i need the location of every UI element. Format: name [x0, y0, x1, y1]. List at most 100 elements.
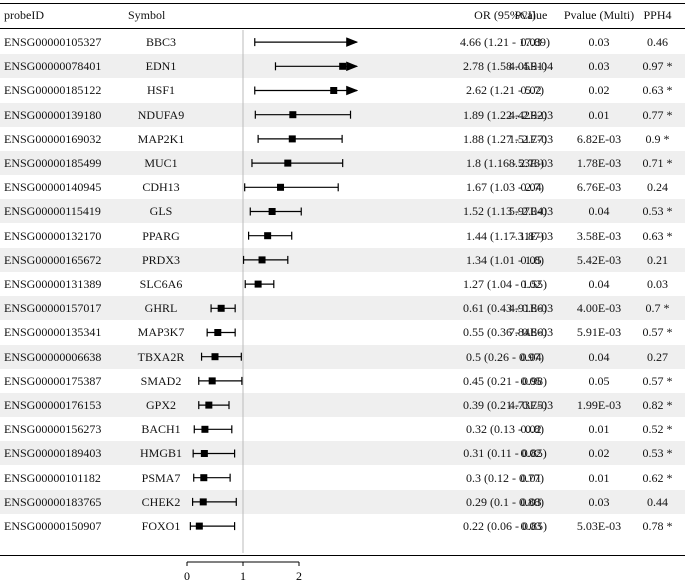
table-row: ENSG00000176153 GPX2 0.39 (0.21 - 0.75) 4.7… [0, 393, 685, 417]
pvalue-cell: 0.05 [520, 373, 542, 388]
symbol-cell: TBXA2R [137, 349, 185, 364]
pvalue-multi-cell: 5.91E-03 [576, 325, 622, 340]
x-tick-label: 1 [240, 569, 246, 583]
probe-id-cell: ENSG00000185122 [4, 83, 102, 98]
pvalue-multi-cell: 0.02 [588, 446, 610, 461]
pvalue-multi-cell: 3.58E-03 [576, 228, 622, 243]
pph4-cell: 0.21 [647, 252, 668, 267]
pph4-cell: 0.9 * [645, 131, 670, 146]
probe-id-cell: ENSG00000176153 [4, 398, 102, 412]
or-ci-cell: 1.8 (1.16 - 2.78) [466, 156, 544, 170]
x-tick-label: 2 [296, 569, 302, 583]
header-rule [0, 28, 685, 29]
or-ci-cell: 2.78 (1.58 - 4.91) [463, 59, 547, 74]
header-pph4: PPH4 [643, 8, 672, 22]
pvalue-multi-cell: 1.99E-03 [576, 398, 622, 412]
or-point [258, 256, 266, 264]
symbol-cell: PSMA7 [141, 470, 181, 485]
or-ci-cell: 0.5 (0.26 - 0.97) [466, 349, 544, 364]
pph4-cell: 0.03 [647, 277, 668, 291]
or-point [339, 62, 347, 70]
or-ci-cell: 2.62 (1.21 - 5.7) [466, 83, 544, 98]
probe-id-cell: ENSG00000078401 [4, 59, 102, 74]
or-ci-cell: 4.66 (1.21 - 17.89) [460, 35, 550, 49]
pph4-cell: 0.57 * [642, 325, 673, 340]
pvalue-cell: 4.91E-03 [508, 301, 554, 316]
or-ci-cell: 1.67 (1.03 - 2.7) [466, 180, 544, 195]
pvalue-multi-cell: 6.76E-03 [576, 180, 622, 195]
or-ci-cell: 1.44 (1.1 - 1.87) [466, 228, 544, 243]
or-ci-cell: 0.39 (0.21 - 0.75) [463, 398, 547, 412]
or-point [284, 159, 292, 167]
or-ci-cell: 1.89 (1.22 - 2.92) [463, 107, 547, 122]
table-row: ENSG00000150907 FOXO1 0.22 (0.06 - 0.85) 0.… [0, 514, 685, 538]
probe-id-cell: ENSG00000189403 [4, 446, 102, 461]
or-point [211, 353, 219, 361]
probe-id-cell: ENSG00000135341 [4, 325, 102, 340]
pvalue-multi-cell: 0.04 [588, 277, 610, 291]
pvalue-cell: 0.03 [520, 494, 542, 509]
table-row: ENSG00000183765 CHEK2 0.29 (0.1 - 0.88) 0.0… [0, 489, 685, 514]
bottom-rule [0, 555, 685, 556]
or-point [208, 377, 216, 385]
or-point [217, 304, 225, 312]
header-or-ci: OR (95%CI) [474, 8, 536, 22]
table-row: ENSG00000101182 PSMA7 0.3 (0.12 - 0.77) 0.0… [0, 466, 685, 490]
or-ci-cell: 1.34 (1.01 - 1.8) [466, 252, 544, 267]
or-point [201, 425, 209, 433]
pvalue-multi-cell: 1.78E-03 [576, 156, 622, 170]
probe-id-cell: ENSG00000101182 [4, 470, 101, 485]
pvalue-cell: 7.84E-03 [508, 325, 554, 340]
or-ci-cell: 0.55 (0.36 - 0.86) [463, 325, 547, 340]
table-row: ENSG00000165672 PRDX3 1.34 (1.01 - 1.8) 0.0… [0, 247, 685, 272]
symbol-cell: HMGB1 [139, 446, 182, 461]
or-point [200, 450, 208, 457]
table-row: ENSG00000189403 HMGB1 0.31 (0.11 - 0.85) 0.… [0, 441, 685, 466]
or-point [268, 208, 276, 215]
table-row: ENSG00000169032 MAP2K1 1.88 (1.27 - 2.77) 1… [0, 127, 685, 151]
or-ci-cell: 0.22 (0.06 - 0.85) [463, 519, 547, 533]
table-row: ENSG00000132170 PPARG 1.44 (1.1 - 1.87) 7.3… [0, 224, 685, 248]
symbol-cell: NDUFA9 [137, 107, 185, 122]
pvalue-cell: 8.53E-03 [508, 156, 554, 170]
pvalue-multi-cell: 5.03E-03 [576, 519, 622, 533]
symbol-cell: FOXO1 [141, 519, 181, 533]
pvalue-cell: 0.03 [520, 35, 542, 49]
symbol-cell: BACH1 [141, 422, 181, 437]
pph4-cell: 0.71 * [642, 156, 673, 170]
probe-id-cell: ENSG00000139180 [4, 107, 102, 122]
pph4-cell: 0.63 * [642, 228, 673, 243]
or-ci-cell: 0.45 (0.21 - 0.98) [463, 373, 547, 388]
table-row: ENSG00000006638 TBXA2R 0.5 (0.26 - 0.97) 0.… [0, 344, 685, 369]
symbol-cell: GHRL [144, 301, 178, 316]
pvalue-cell: 0.04 [520, 180, 542, 195]
table-row: ENSG00000140945 CDH13 1.67 (1.03 - 2.7) 0.0… [0, 175, 685, 199]
probe-id-cell: ENSG00000169032 [4, 131, 102, 146]
or-point [205, 401, 213, 409]
pph4-cell: 0.78 * [642, 519, 673, 533]
symbol-cell: SLC6A6 [139, 277, 183, 291]
pvalue-cell: 0.04 [520, 349, 542, 364]
symbol-cell: SMAD2 [140, 373, 182, 388]
pvalue-cell: 0.02 [520, 446, 542, 461]
pvalue-multi-cell: 0.04 [588, 349, 610, 364]
or-point [199, 498, 207, 506]
pph4-cell: 0.52 * [642, 422, 673, 437]
pvalue-cell: 4.73E-03 [508, 398, 554, 412]
probe-id-cell: ENSG00000150907 [4, 519, 102, 533]
pph4-cell: 0.7 * [645, 301, 670, 316]
table-row: ENSG00000157017 GHRL 0.61 (0.43 - 0.86) 4.9… [0, 296, 685, 321]
pvalue-multi-cell: 0.03 [588, 59, 610, 74]
pvalue-cell: 0.01 [520, 470, 542, 485]
pvalue-multi-cell: 0.05 [588, 373, 610, 388]
pph4-cell: 0.77 * [642, 107, 673, 122]
symbol-cell: GPX2 [145, 398, 176, 412]
pvalue-multi-cell: 0.01 [588, 107, 610, 122]
probe-id-cell: ENSG00000105327 [4, 35, 102, 49]
pvalue-multi-cell: 0.01 [588, 470, 610, 485]
symbol-cell: EDN1 [145, 59, 177, 74]
or-point [264, 232, 272, 240]
table-row: ENSG00000175387 SMAD2 0.45 (0.21 - 0.98) 0.… [0, 369, 685, 393]
pph4-cell: 0.44 [647, 494, 668, 509]
